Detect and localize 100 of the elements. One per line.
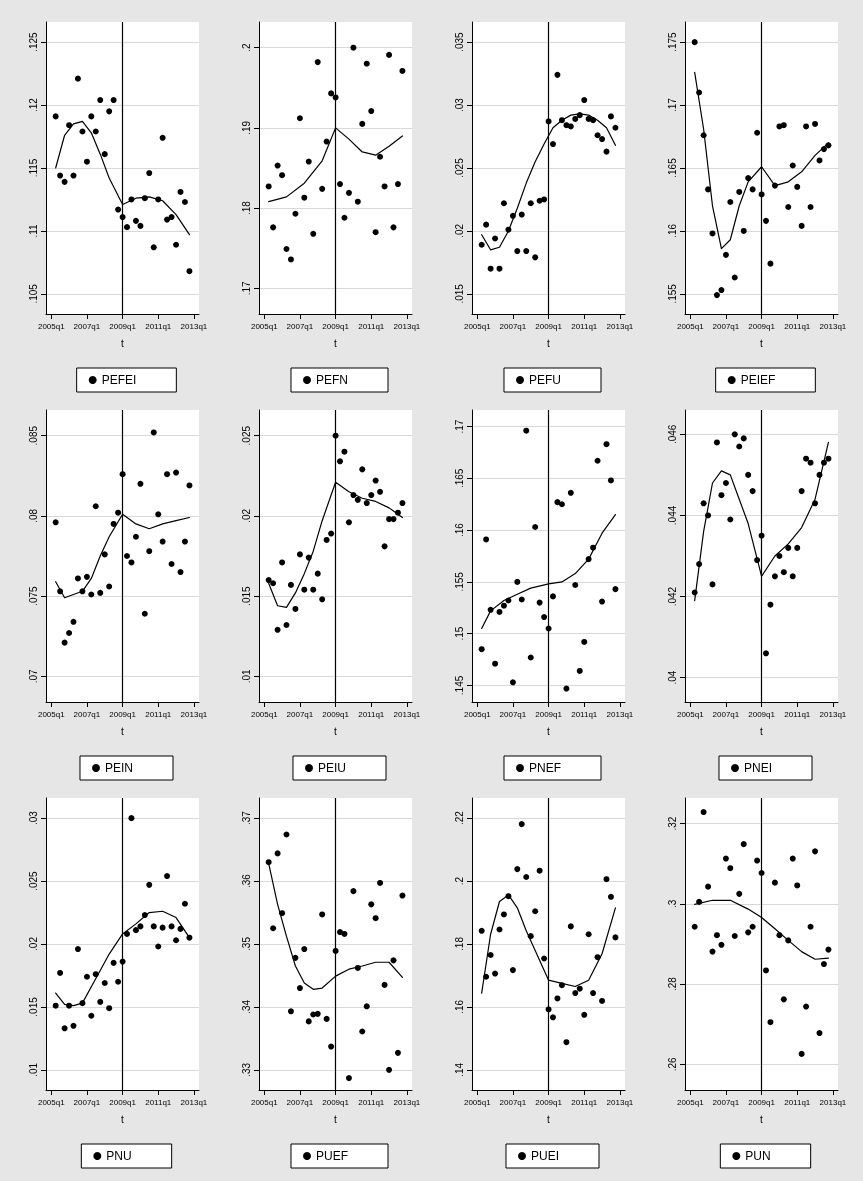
x-tick-label: 2011q1 [145, 1097, 172, 1107]
x-tick-label: 2005q1 [37, 709, 66, 719]
y-tick-label: .02 [453, 223, 465, 238]
x-tick-label: 2009q1 [535, 1097, 563, 1107]
x-tick-label: 2009q1 [109, 1097, 137, 1107]
x-tick-label: 2007q1 [286, 321, 314, 331]
y-tick-label: .3 [666, 899, 678, 909]
x-tick-label: 2011q1 [358, 321, 385, 331]
y-tick-label: .32 [666, 816, 678, 831]
x-axis-title: t [334, 337, 338, 349]
x-tick-label: 2007q1 [712, 709, 740, 719]
y-tick-label: .155 [666, 283, 678, 304]
x-axis-title: t [547, 337, 551, 349]
y-tick-label: .025 [240, 425, 252, 446]
x-tick-label: 2005q1 [250, 709, 279, 719]
y-tick-label: .165 [453, 468, 465, 489]
x-tick-label: 2005q1 [250, 1097, 279, 1107]
y-tick-label: .17 [240, 280, 252, 296]
y-tick-label: .34 [240, 999, 252, 1014]
x-tick-label: 2013q1 [393, 1097, 421, 1107]
y-tick-label: .02 [240, 508, 252, 523]
x-tick-label: 2005q1 [463, 709, 492, 719]
y-tick-label: .015 [27, 996, 39, 1017]
x-tick-label: 2011q1 [571, 321, 598, 331]
legend-label: PEIEF [740, 373, 776, 387]
x-axis-title: t [334, 1113, 338, 1125]
legend-label: PNU [106, 1149, 132, 1163]
legend-label: PNEI [744, 761, 773, 775]
x-tick-label: 2007q1 [499, 709, 527, 719]
x-axis-title: t [760, 1113, 764, 1125]
x-tick-label: 2011q1 [571, 1097, 598, 1107]
y-tick-label: .155 [453, 571, 465, 592]
x-tick-label: 2007q1 [499, 1097, 527, 1107]
y-tick-label: .015 [453, 283, 465, 304]
x-tick-label: 2011q1 [571, 709, 598, 719]
x-tick-label: 2011q1 [784, 709, 811, 719]
x-tick-label: 2005q1 [37, 321, 66, 331]
y-tick-label: .115 [27, 158, 39, 178]
y-tick-label: .04 [666, 670, 678, 685]
y-tick-label: .075 [27, 585, 39, 606]
y-tick-label: .025 [453, 157, 465, 178]
legend-label: PUEI [531, 1149, 560, 1163]
x-tick-label: 2013q1 [606, 321, 634, 331]
legend-label: PNEF [529, 761, 562, 775]
x-tick-label: 2013q1 [819, 709, 847, 719]
legend-label: PEFU [529, 373, 562, 387]
y-tick-label: .15 [453, 626, 465, 641]
legend-label: PEIN [105, 761, 134, 775]
y-tick-label: .17 [666, 97, 678, 113]
x-tick-label: 2005q1 [676, 1097, 705, 1107]
y-tick-label: .085 [27, 425, 39, 446]
x-axis-title: t [121, 337, 125, 349]
x-axis-title: t [760, 725, 764, 737]
x-tick-label: 2013q1 [180, 709, 208, 719]
x-tick-label: 2013q1 [393, 709, 421, 719]
y-tick-label: .03 [27, 810, 39, 826]
y-tick-label: .165 [666, 157, 678, 178]
x-axis-title: t [121, 725, 125, 737]
legend-label: PEIU [318, 761, 347, 775]
x-tick-label: 2011q1 [358, 1097, 385, 1107]
x-tick-label: 2009q1 [748, 709, 776, 719]
y-tick-label: .01 [27, 1062, 39, 1077]
y-tick-label: .26 [666, 1056, 678, 1072]
x-tick-label: 2009q1 [322, 321, 350, 331]
y-tick-label: .12 [27, 97, 39, 113]
x-tick-label: 2009q1 [322, 709, 350, 719]
y-tick-label: .19 [240, 120, 252, 135]
x-axis-title: t [547, 1113, 551, 1125]
x-tick-label: 2007q1 [286, 1097, 314, 1107]
y-tick-label: .01 [240, 668, 252, 684]
x-tick-label: 2007q1 [499, 321, 527, 331]
x-tick-label: 2007q1 [286, 709, 314, 719]
x-tick-label: 2007q1 [73, 709, 101, 719]
y-tick-label: .28 [666, 976, 678, 992]
x-tick-label: 2011q1 [784, 321, 811, 331]
x-axis-title: t [760, 337, 764, 349]
x-tick-label: 2011q1 [145, 321, 172, 331]
x-tick-label: 2011q1 [358, 709, 385, 719]
y-tick-label: .14 [453, 1062, 465, 1077]
y-tick-label: .18 [240, 200, 252, 216]
x-axis-title: t [334, 725, 338, 737]
x-tick-label: 2005q1 [463, 1097, 492, 1107]
y-tick-label: .35 [240, 936, 252, 951]
y-tick-label: .044 [666, 505, 678, 526]
y-tick-label: .07 [27, 668, 39, 684]
legend-label: PEFN [316, 373, 349, 387]
y-tick-label: .035 [453, 31, 465, 52]
y-tick-label: .042 [666, 586, 678, 607]
x-tick-label: 2009q1 [748, 1097, 776, 1107]
x-tick-label: 2009q1 [748, 321, 776, 331]
y-tick-label: .03 [453, 97, 465, 113]
y-tick-label: .2 [240, 43, 252, 52]
y-tick-label: .046 [666, 424, 678, 445]
y-tick-label: .08 [27, 508, 39, 523]
y-tick-label: .025 [27, 870, 39, 891]
y-tick-label: .145 [453, 675, 465, 696]
x-axis-title: t [121, 1113, 125, 1125]
x-tick-label: 2007q1 [73, 321, 101, 331]
legend-label: PUEF [316, 1149, 349, 1163]
x-tick-label: 2013q1 [393, 321, 421, 331]
